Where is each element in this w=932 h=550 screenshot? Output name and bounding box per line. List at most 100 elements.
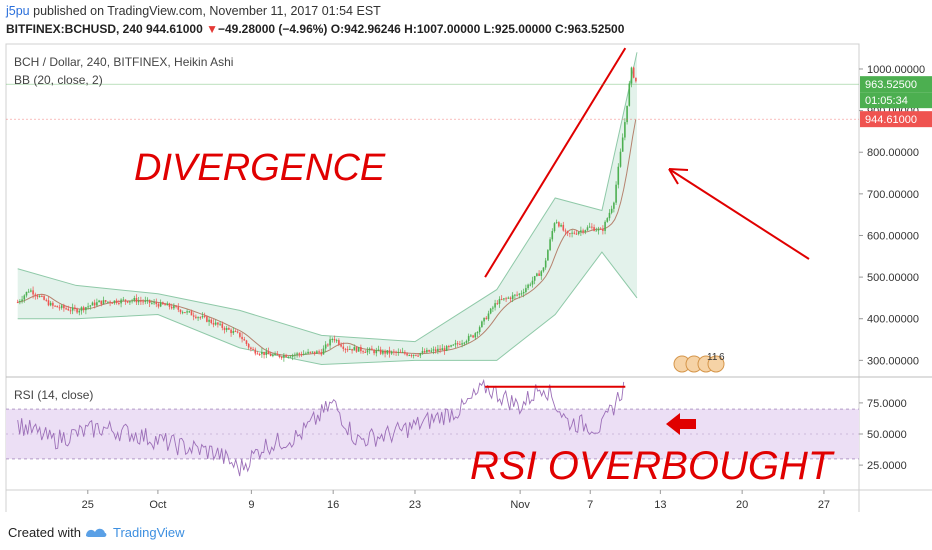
time-tick-label: 13: [654, 499, 666, 511]
candle-body: [591, 226, 593, 228]
low-value: 925.00000: [494, 22, 552, 36]
rsi-tick-label: 50.0000: [867, 429, 907, 441]
author-link[interactable]: j5pu: [6, 4, 30, 18]
candle-body: [404, 351, 406, 354]
candle-body: [619, 151, 622, 167]
candle-body: [133, 297, 136, 301]
candle-body: [335, 340, 338, 342]
close-label: C:: [555, 22, 568, 36]
price-tick-label: 1000.00000: [867, 64, 925, 76]
candle-body: [489, 308, 492, 314]
candle-body: [371, 348, 373, 351]
candle-body: [382, 350, 384, 354]
candle-body: [327, 344, 329, 346]
candle-body: [221, 323, 224, 328]
candle-body: [87, 306, 89, 308]
candle-body: [632, 67, 635, 78]
last-price-box: [860, 111, 932, 128]
time-axis[interactable]: 25 Oct 9 16 23 Nov 7 13 20 27: [82, 490, 830, 511]
candle-body: [269, 354, 272, 357]
candle-body: [316, 351, 318, 354]
candle-body: [34, 294, 37, 296]
candle-body: [129, 301, 131, 303]
candle-body: [586, 227, 589, 231]
candle-body: [360, 347, 362, 352]
candle-body: [206, 316, 208, 322]
candle-body: [210, 319, 213, 323]
candle-body: [571, 232, 573, 234]
candle-body: [124, 299, 127, 302]
candle-body: [179, 309, 182, 313]
candle-body: [80, 307, 83, 311]
candle-body: [459, 343, 461, 345]
candle-body: [351, 348, 353, 351]
annotation-lines: [484, 47, 627, 388]
candle-body: [454, 343, 457, 345]
candle-body: [390, 351, 393, 354]
candle-body: [346, 349, 349, 351]
candle-body: [212, 322, 215, 325]
change-text: −49.28000 (−4.96%): [217, 22, 328, 36]
candle-body: [582, 230, 584, 233]
candle-body: [197, 317, 199, 319]
candle-body: [544, 260, 547, 268]
candle-body: [529, 284, 532, 286]
rsi-axis[interactable]: 25.0000 50.0000 75.0000: [859, 398, 907, 472]
candle-body: [203, 316, 206, 318]
candle-body: [509, 297, 512, 299]
candle-body: [78, 310, 81, 313]
candle-body: [23, 295, 26, 300]
price-tick-label: 600.00000: [867, 230, 919, 242]
candle-body: [331, 338, 334, 340]
rsi-indicator-label[interactable]: RSI (14, close): [14, 388, 94, 402]
candle-body: [344, 348, 347, 350]
candle-body: [399, 351, 402, 353]
candle-body: [318, 351, 320, 353]
rsi-pane: [6, 378, 859, 477]
candle-body: [322, 348, 325, 355]
bb-indicator-label[interactable]: BB (20, close, 2): [14, 73, 103, 87]
candle-body: [302, 353, 305, 356]
open-label: O:: [330, 22, 345, 36]
candle-body: [635, 77, 637, 82]
candle-body: [126, 301, 129, 303]
candle-body: [267, 351, 270, 355]
candle-body: [604, 221, 606, 231]
candle-body: [67, 308, 70, 311]
candle-body: [96, 302, 98, 306]
candle-body: [272, 355, 274, 357]
candle-body: [258, 354, 261, 356]
candle-body: [483, 317, 485, 322]
candle-body: [445, 346, 448, 351]
price-chart[interactable]: 300.00000 400.00000 500.00000 600.00000 700.…: [0, 0, 932, 512]
candle-body: [256, 353, 259, 355]
candle-body: [140, 300, 142, 302]
tradingview-brand-link[interactable]: TradingView: [113, 525, 185, 540]
main-title-overlay: BCH / Dollar, 240, BITFINEX, Heikin Ashi: [14, 55, 234, 69]
last-price-label: 944.61000: [865, 114, 917, 126]
price-tick-label: 800.00000: [867, 147, 919, 159]
candle-body: [159, 302, 162, 307]
candle-body: [503, 298, 505, 300]
published-text: published on TradingView.com, November 1…: [33, 4, 381, 18]
last-price-box: [860, 92, 932, 109]
candle-body: [223, 327, 226, 331]
candle-body: [606, 218, 609, 222]
candle-body: [437, 348, 439, 352]
candle-body: [595, 230, 598, 232]
candle-body: [588, 226, 591, 228]
candle-body: [63, 305, 65, 309]
candle-body: [373, 350, 375, 354]
flag-marker-count-2: 6: [719, 352, 725, 363]
candle-body: [439, 348, 441, 351]
candle-body: [36, 295, 39, 297]
candle-body: [283, 355, 285, 358]
candle-body: [474, 333, 477, 338]
rsi-overbought-annotation: RSI OVERBOUGHT: [470, 444, 833, 488]
candle-body: [155, 302, 158, 305]
price-axis[interactable]: 300.00000 400.00000 500.00000 600.00000 700.…: [859, 64, 925, 367]
last-price-label: 963.52500: [865, 79, 917, 91]
candle-body: [593, 227, 595, 231]
candle-body: [135, 297, 138, 303]
candle-body: [82, 307, 85, 311]
